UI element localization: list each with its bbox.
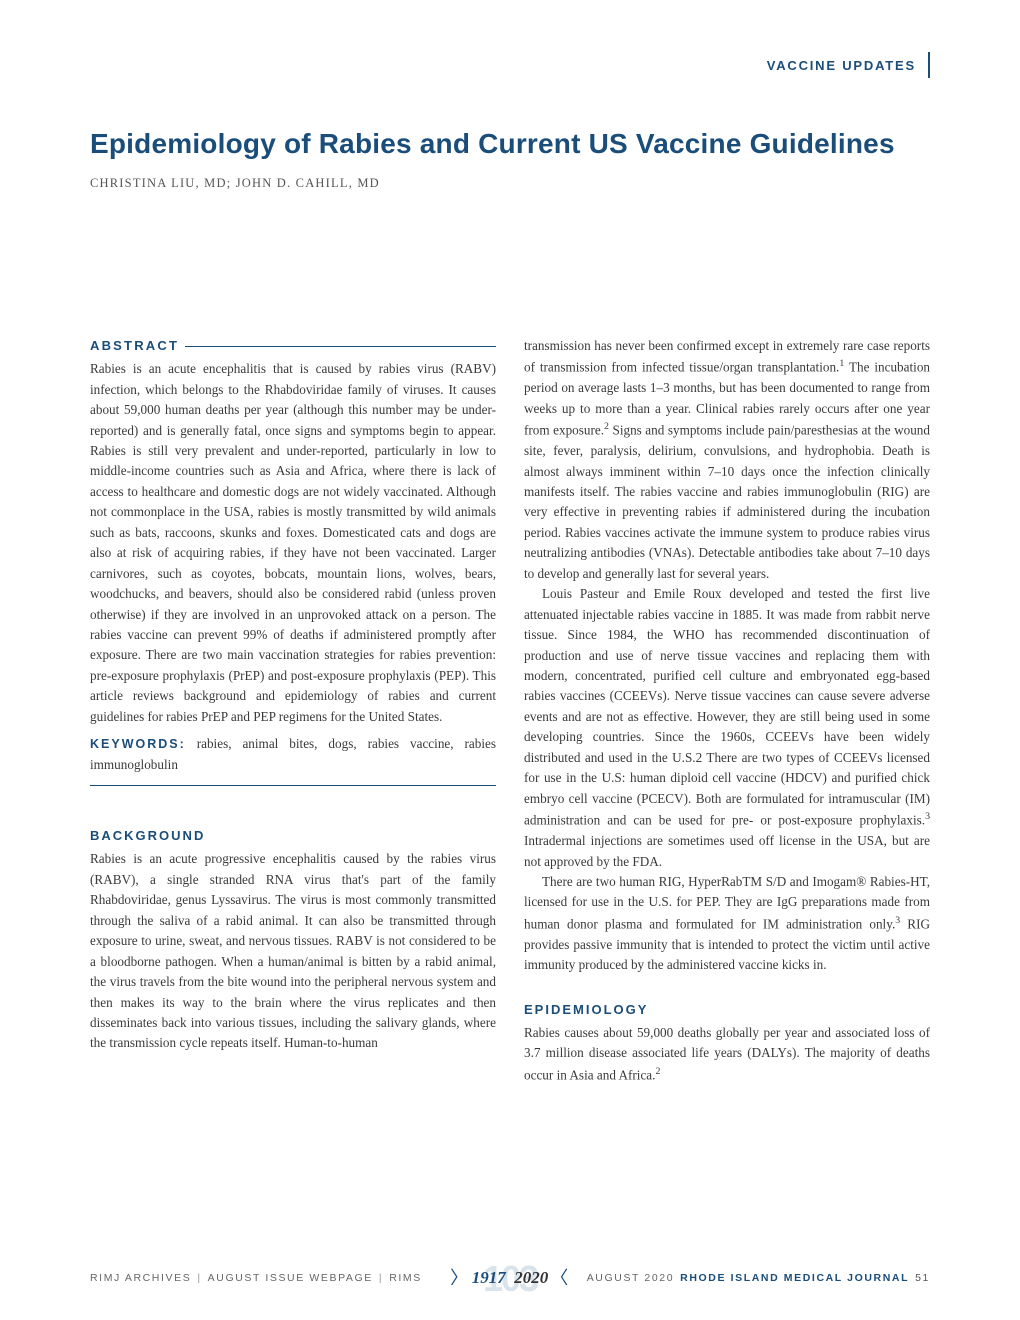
footer-page-number: 51 <box>915 1272 930 1284</box>
footer-center: 103 〉 1917 2020 〈 <box>450 1268 570 1288</box>
footer-sep-2: | <box>379 1272 383 1284</box>
bg-c2p3-a: There are two human RIG, HyperRabTM S/D … <box>524 874 930 931</box>
header-bar: VACCINE UPDATES <box>90 52 930 78</box>
abstract-divider <box>90 785 496 786</box>
abstract-header-line <box>185 346 496 347</box>
section-label: VACCINE UPDATES <box>767 58 924 73</box>
bg-c2p1-c: Signs and symptoms include pain/paresthe… <box>524 423 930 581</box>
footer-journal: RHODE ISLAND MEDICAL JOURNAL <box>680 1272 909 1284</box>
page-footer: RIMJ ARCHIVES | AUGUST ISSUE WEBPAGE | R… <box>90 1272 930 1284</box>
bg-c2p2-b: Intradermal injections are sometimes use… <box>524 833 930 868</box>
background-para1: Rabies is an acute progressive encephali… <box>90 849 496 1054</box>
article-title: Epidemiology of Rabies and Current US Va… <box>90 128 930 160</box>
footer-year-end: 2020 <box>514 1268 548 1288</box>
footer-issue-link[interactable]: AUGUST ISSUE WEBPAGE <box>208 1272 373 1284</box>
ref-2b: 2 <box>655 1066 660 1077</box>
background-col2-para3: There are two human RIG, HyperRabTM S/D … <box>524 872 930 976</box>
footer-right: AUGUST 2020 RHODE ISLAND MEDICAL JOURNAL… <box>587 1272 930 1284</box>
abstract-text: Rabies is an acute encephalitis that is … <box>90 359 496 727</box>
epi-p1-a: Rabies causes about 59,000 deaths global… <box>524 1025 930 1082</box>
column-right: transmission has never been confirmed ex… <box>524 336 930 1086</box>
article-authors: CHRISTINA LIU, MD; JOHN D. CAHILL, MD <box>90 176 930 191</box>
arrow-left-icon: 〉 <box>450 1269 470 1287</box>
background-col2-para2: Louis Pasteur and Emile Roux developed a… <box>524 584 930 872</box>
footer-date: AUGUST 2020 <box>587 1272 674 1284</box>
bg-c2p2-a: Louis Pasteur and Emile Roux developed a… <box>524 586 930 827</box>
abstract-label: ABSTRACT <box>90 336 185 356</box>
footer-sep-1: | <box>197 1272 201 1284</box>
footer-year-start: 1917 <box>472 1268 506 1288</box>
footer-archives-link[interactable]: RIMJ ARCHIVES <box>90 1272 191 1284</box>
keywords-line: KEYWORDS: rabies, animal bites, dogs, ra… <box>90 734 496 775</box>
column-left: ABSTRACT Rabies is an acute encephalitis… <box>90 336 496 1086</box>
footer-year-gap <box>508 1272 513 1284</box>
background-heading: BACKGROUND <box>90 826 496 846</box>
header-divider <box>928 52 930 78</box>
ref-3a: 3 <box>925 811 930 822</box>
content-columns: ABSTRACT Rabies is an acute encephalitis… <box>90 336 930 1086</box>
footer-rims-link[interactable]: RIMS <box>389 1272 422 1284</box>
epidemiology-heading: EPIDEMIOLOGY <box>524 1000 930 1020</box>
footer-left: RIMJ ARCHIVES | AUGUST ISSUE WEBPAGE | R… <box>90 1272 422 1284</box>
arrow-right-icon: 〈 <box>550 1269 570 1287</box>
epidemiology-para1: Rabies causes about 59,000 deaths global… <box>524 1023 930 1086</box>
keywords-label: KEYWORDS: <box>90 737 186 751</box>
abstract-header: ABSTRACT <box>90 336 496 356</box>
background-col2-para1: transmission has never been confirmed ex… <box>524 336 930 584</box>
